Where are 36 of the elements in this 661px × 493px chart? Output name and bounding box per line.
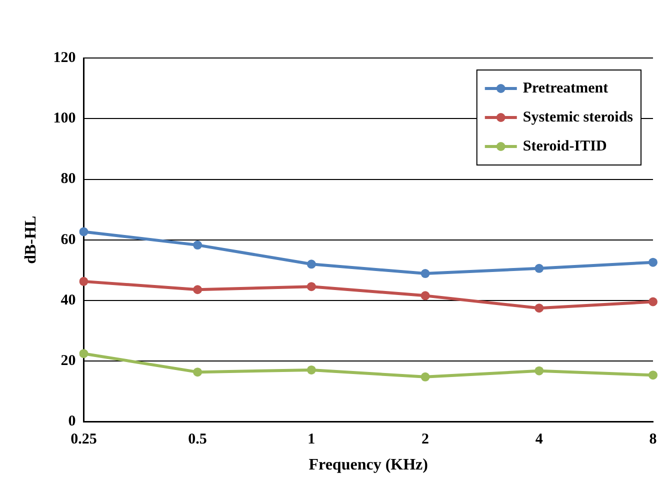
- y-tick-label: 100: [53, 110, 76, 127]
- y-tick-label: 80: [60, 171, 76, 188]
- y-tick-label: 120: [53, 50, 76, 66]
- point: [420, 269, 430, 278]
- point: [306, 282, 316, 292]
- point: [79, 227, 88, 236]
- point: [534, 264, 544, 273]
- x-tick-label: 2: [422, 432, 430, 448]
- point: [79, 276, 88, 286]
- point: [534, 304, 544, 313]
- x-axis-title: Frequency (KHz): [308, 456, 428, 474]
- y-tick-label: 0: [68, 414, 76, 430]
- legend-label: Systemic steroids: [522, 109, 634, 126]
- x-tick-label: 0.5: [188, 432, 207, 448]
- legend-label: Pretreatment: [522, 80, 608, 96]
- point: [79, 349, 88, 358]
- point: [306, 260, 316, 269]
- legend-label: Steroid-ITID: [522, 138, 607, 154]
- point: [648, 258, 658, 267]
- point: [648, 370, 658, 380]
- point: [420, 372, 430, 382]
- x-tick-label: 4: [535, 432, 544, 448]
- x-tick-label: 0.25: [70, 432, 97, 448]
- point: [193, 240, 202, 250]
- x-tick-label: 1: [308, 432, 316, 448]
- y-tick-label: 60: [60, 232, 76, 248]
- point: [193, 285, 202, 294]
- y-axis-title: dB-HL: [22, 216, 40, 264]
- point: [648, 297, 658, 306]
- x-tick-label: 8: [649, 432, 657, 448]
- point: [534, 366, 544, 376]
- point: [193, 368, 202, 377]
- point: [306, 365, 316, 374]
- y-tick-label: 40: [60, 292, 76, 308]
- point: [420, 291, 430, 300]
- y-tick-label: 20: [60, 353, 76, 370]
